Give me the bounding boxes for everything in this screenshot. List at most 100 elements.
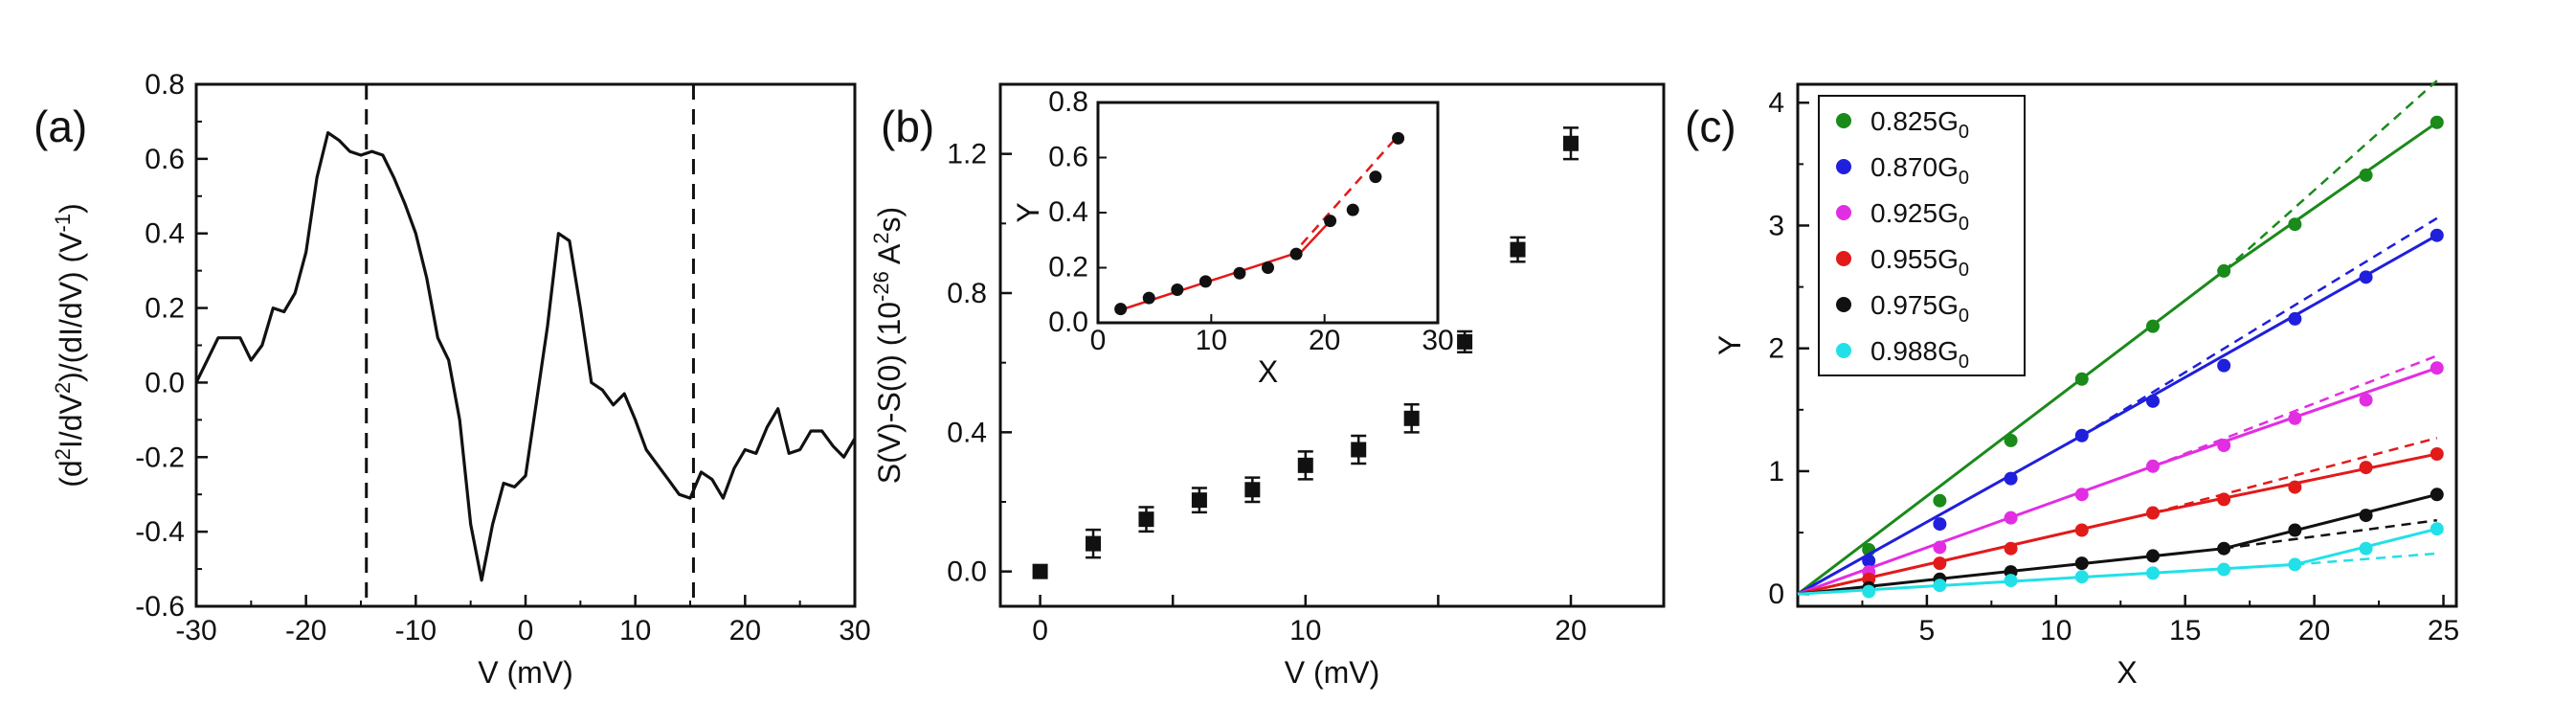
- legend-marker: [1836, 343, 1851, 358]
- panel-c-point-0: [1933, 493, 1947, 508]
- panel-c-point-2: [2004, 510, 2018, 525]
- panel-c-ytick-label: 1: [1768, 456, 1784, 488]
- panel-a-ylabel-sup: 2: [51, 382, 75, 394]
- inset-xtick-label: 30: [1422, 325, 1453, 356]
- panel-c-point-1: [2359, 270, 2373, 284]
- panel-a-label: (a): [34, 102, 87, 151]
- panel-c-point-1: [2217, 358, 2231, 373]
- panel-b-point: [1457, 333, 1473, 350]
- inset-ytick-label: 0.2: [1048, 252, 1088, 284]
- panel-c-point-5: [2217, 562, 2231, 577]
- panel-c-ytick-label: 2: [1768, 333, 1784, 365]
- panel-c-xtick-label: 15: [2169, 615, 2201, 647]
- panel-c-point-5: [1862, 584, 1876, 599]
- panel-c-point-4: [2074, 556, 2089, 571]
- inset-ytick-label: 0.0: [1048, 306, 1088, 338]
- panel-c-point-3: [2004, 541, 2018, 556]
- panel-c-point-2: [2074, 488, 2089, 502]
- panel-c-point-2: [2145, 459, 2160, 473]
- legend-label-sub: 0: [1959, 122, 1969, 143]
- panel-c-point-3: [2430, 446, 2444, 461]
- panel-c-point-1: [2004, 471, 2018, 486]
- legend-label-sub: 0: [1959, 352, 1969, 373]
- panel-b-frame: [998, 82, 1666, 608]
- panel-a-ytick-label: -0.2: [135, 442, 185, 473]
- legend-label: 0.988G0: [1870, 336, 1969, 373]
- panel-a-xtick-label: -20: [285, 615, 326, 647]
- inset-point: [1392, 131, 1405, 145]
- inset-xtick-label: 10: [1196, 325, 1227, 356]
- panel-b-ylabel: S(V)-S(0) (10-26 A2s): [869, 207, 907, 484]
- inset-point: [1142, 291, 1155, 305]
- panel-c-fit-solid-3: [1797, 452, 2438, 596]
- panel-c-point-1: [2145, 394, 2160, 408]
- panel-c-ylabel: Y: [1713, 335, 1747, 355]
- panel-c-ytick-label: 4: [1768, 87, 1784, 119]
- panel-c-point-0: [2288, 217, 2302, 232]
- panel-a-xtick-label: 10: [619, 615, 651, 647]
- panel-c-xtick-label: 10: [2040, 615, 2072, 647]
- panel-c-point-3: [2217, 492, 2231, 507]
- panel-a-xtick-label: -30: [175, 615, 216, 647]
- panel-a-xlabel: V (mV): [478, 655, 573, 690]
- inset-ylabel: Y: [1011, 202, 1045, 222]
- panel-c-point-1: [1933, 517, 1947, 532]
- panel-b-xlabel: V (mV): [1285, 655, 1380, 690]
- panel-b-point: [1510, 241, 1526, 258]
- panel-c-fit-dashed-3: [2152, 437, 2438, 514]
- panel-a-ylabel-part: (d: [54, 460, 88, 487]
- panel-c-xtick-label: 5: [1919, 615, 1936, 647]
- panel-a-ytick-label: 0.8: [145, 69, 185, 101]
- panel-c-fit-dashed-0: [2223, 79, 2438, 272]
- panel-a-ytick-label: 0.4: [145, 218, 185, 250]
- panel-a-ylabel-sup: 2: [51, 448, 75, 460]
- panel-c-point-5: [2074, 570, 2089, 584]
- panel-a-xtick-label: 30: [839, 615, 870, 647]
- panel-c-point-1: [1862, 554, 1876, 568]
- panel-a-ylabel-part: ): [54, 203, 88, 214]
- panel-c-point-2: [2288, 411, 2302, 425]
- inset-xtick-label: 20: [1309, 325, 1340, 356]
- panel-c-point-2: [2217, 439, 2231, 453]
- panel-c-point-0: [2359, 168, 2373, 182]
- panel-c-point-1: [2430, 228, 2444, 242]
- panel-c-point-4: [2359, 509, 2373, 523]
- inset-point: [1198, 275, 1212, 288]
- panel-b-point: [1351, 442, 1367, 458]
- panel-c-point-5: [2288, 557, 2302, 572]
- inset-point: [1324, 215, 1337, 228]
- panel-b-point: [1191, 492, 1207, 509]
- panel-b-ylabel-part: A: [872, 243, 907, 271]
- panel-a-ytick-label: 0.6: [145, 144, 185, 175]
- panel-c-xtick-label: 25: [2428, 615, 2459, 647]
- panel-c-point-3: [2074, 523, 2089, 537]
- inset-ytick-label: 0.4: [1048, 196, 1088, 228]
- panel-b-point: [1403, 410, 1420, 426]
- legend-marker: [1836, 297, 1851, 312]
- legend-label: 0.955G0: [1870, 244, 1969, 281]
- panel-b-ytick-label: 0.8: [947, 278, 987, 309]
- inset-point: [1114, 303, 1128, 316]
- panel-c-point-4: [2430, 488, 2444, 502]
- legend-label: 0.870G0: [1870, 152, 1969, 189]
- panel-b-ylabel-part: s): [872, 207, 907, 233]
- legend-label-sub: 0: [1959, 306, 1969, 327]
- inset-point: [1233, 266, 1246, 280]
- inset-point: [1171, 284, 1184, 296]
- panel-c-point-4: [2145, 549, 2160, 563]
- panel-c-point-4: [2217, 541, 2231, 556]
- inset-fit-dashed: [1289, 134, 1400, 258]
- panel-a-ytick-label: 0.2: [145, 293, 185, 325]
- panel-a-ylabel: (d2I/dV2)/(dI/dV) (V-1): [51, 203, 88, 488]
- legend-marker: [1836, 251, 1851, 266]
- panel-a-ytick-label: -0.4: [135, 516, 185, 548]
- panel-c-point-0: [2004, 433, 2018, 447]
- inset-point: [1369, 170, 1382, 184]
- legend-label-text: 0.975G: [1870, 290, 1959, 320]
- panel-c-label: (c): [1685, 102, 1736, 151]
- inset-frame: [1096, 101, 1440, 325]
- legend-label-text: 0.870G: [1870, 152, 1959, 182]
- panel-a-xtick-label: 20: [729, 615, 761, 647]
- panel-b-xtick-label: 0: [1032, 615, 1048, 647]
